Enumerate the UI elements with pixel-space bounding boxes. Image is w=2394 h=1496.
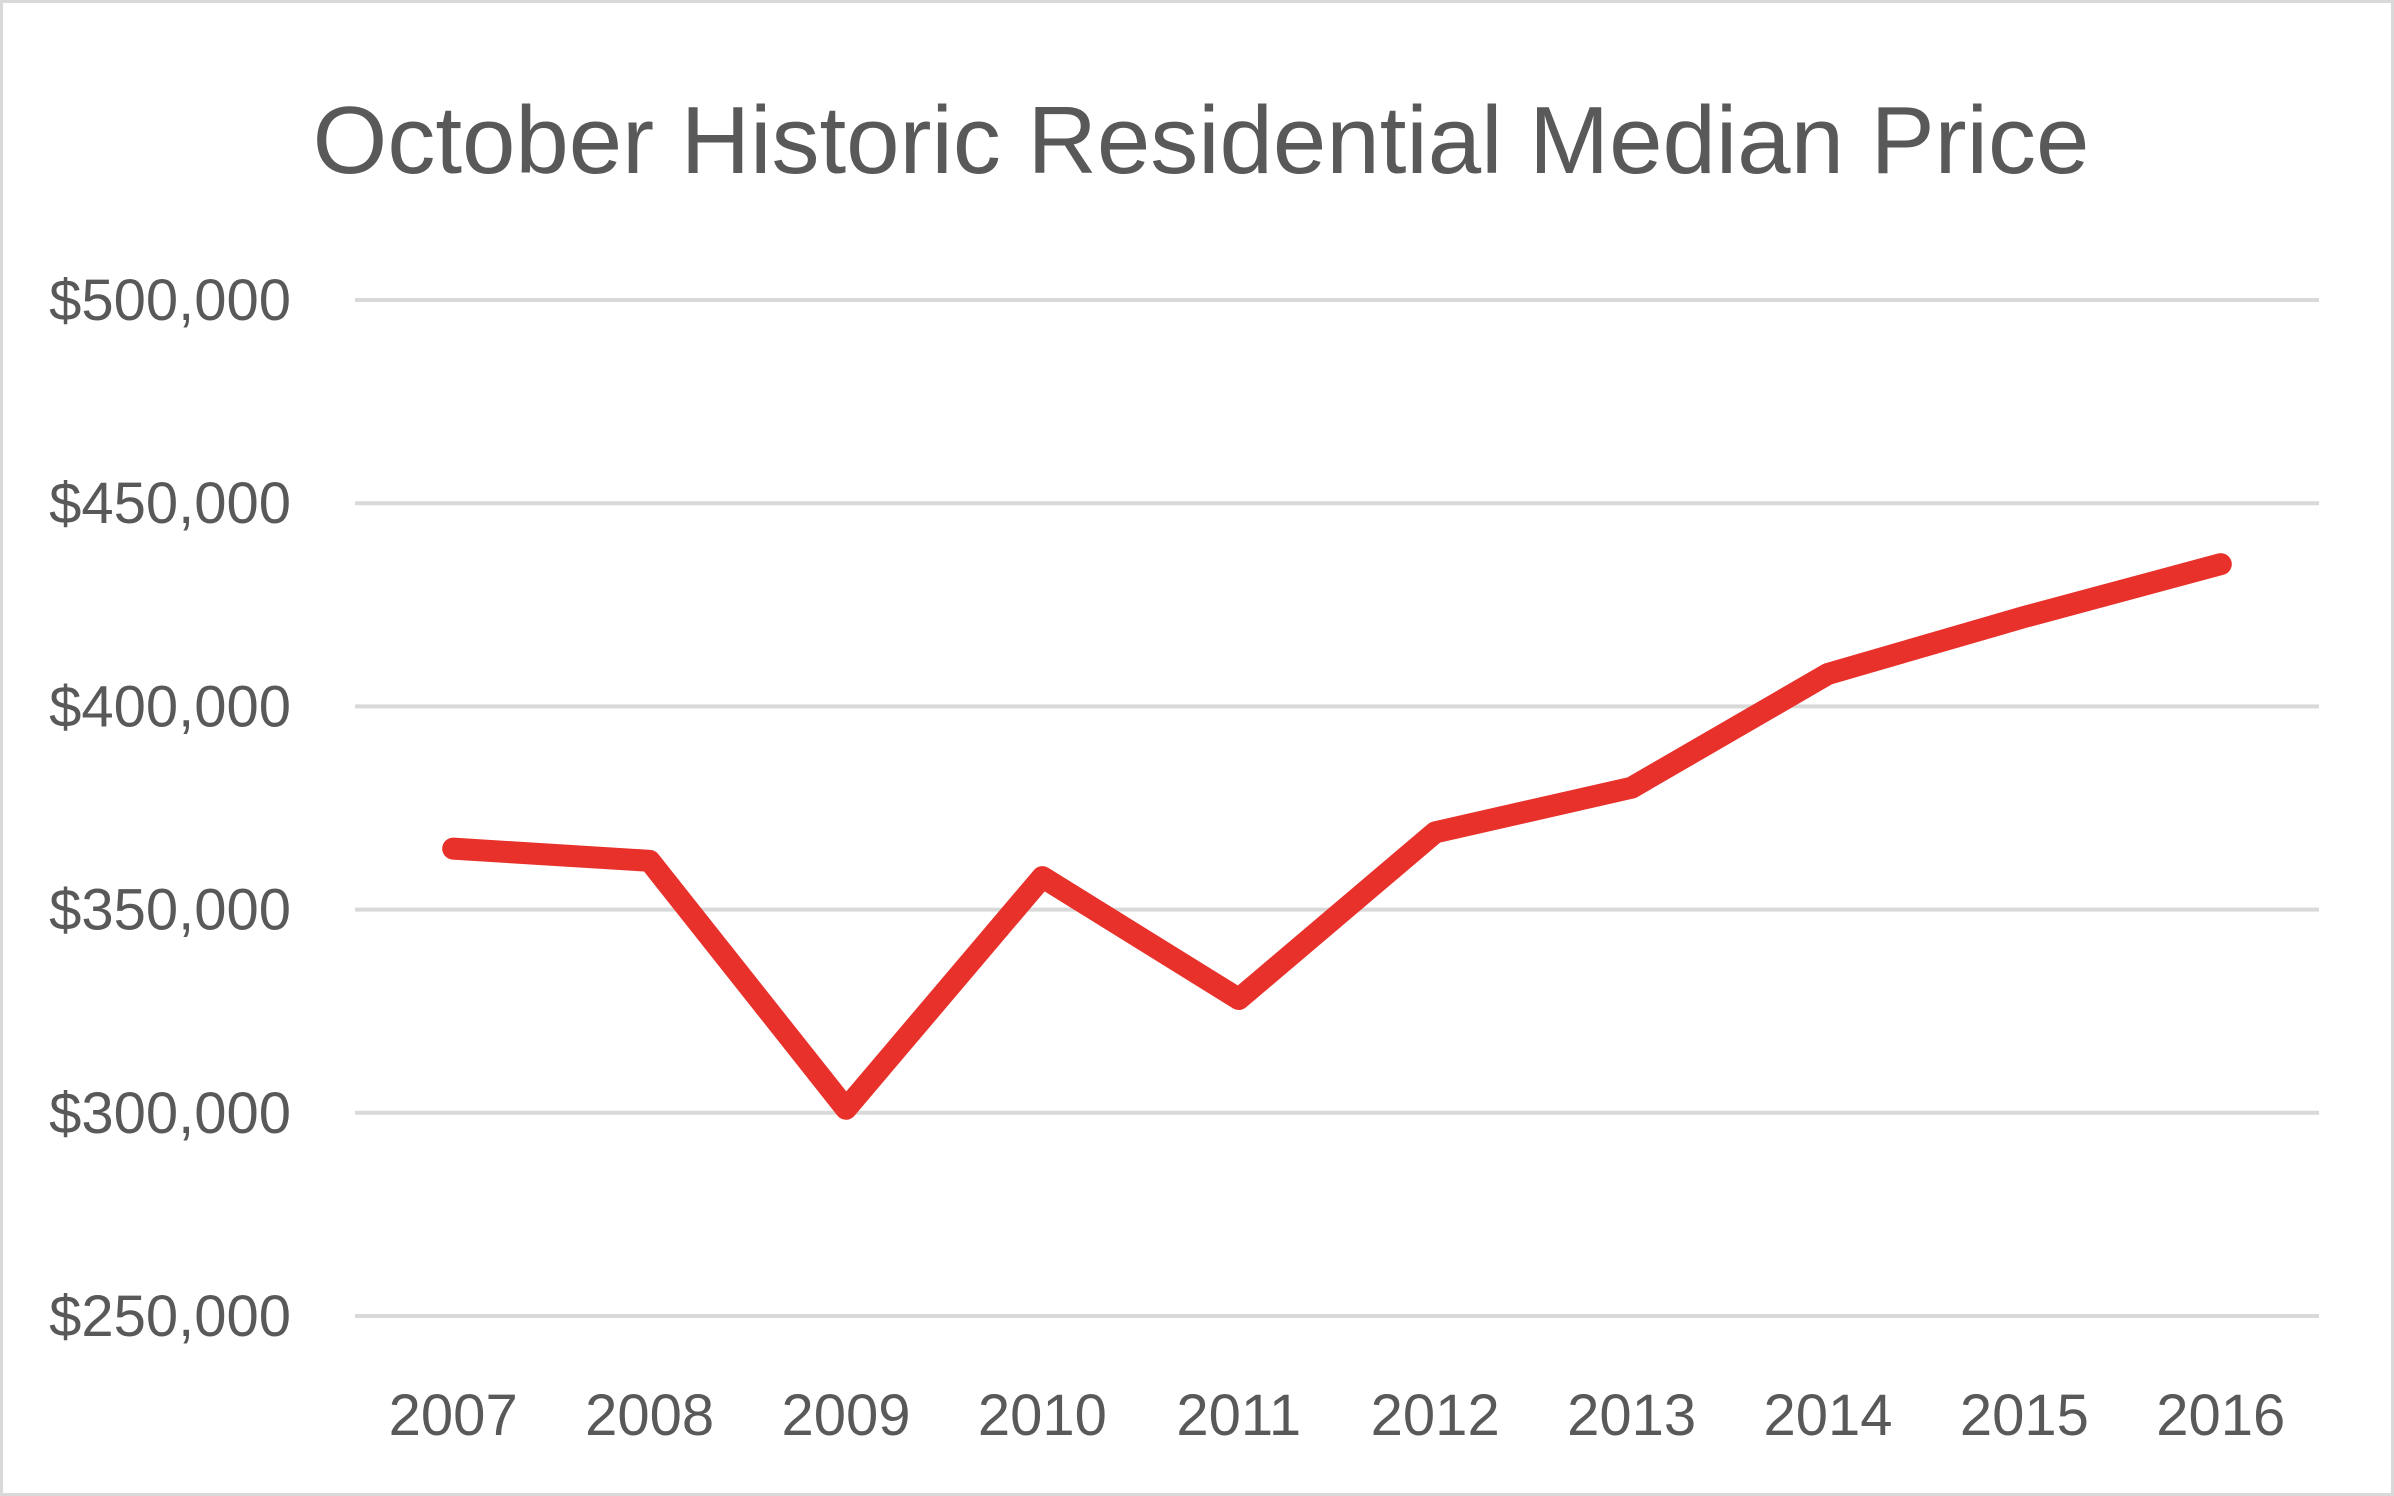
x-tick-label: 2013 <box>1567 1383 1696 1448</box>
chart-title: October Historic Residential Median Pric… <box>313 87 2090 194</box>
y-tick-label: $350,000 <box>49 878 291 943</box>
x-tick-label: 2012 <box>1371 1383 1500 1448</box>
series-layer <box>442 553 2232 1120</box>
y-axis-ticks: $250,000 $300,000 $350,000 $400,000 $450,000… <box>49 268 291 1349</box>
y-tick-label: $400,000 <box>49 674 291 739</box>
y-tick-label: $250,000 <box>49 1284 291 1349</box>
series-line <box>442 553 2232 1120</box>
x-tick-label: 2011 <box>1176 1383 1301 1448</box>
y-tick-label: $450,000 <box>49 471 291 536</box>
gridlines <box>355 298 2319 1318</box>
x-axis-ticks: 2007 2008 2009 2010 2011 2012 2013 2014 2015 2016 <box>389 1383 2286 1448</box>
x-tick-label: 2016 <box>2156 1383 2285 1448</box>
x-tick-label: 2008 <box>585 1383 714 1448</box>
y-tick-label: $500,000 <box>49 268 291 333</box>
x-tick-label: 2014 <box>1763 1383 1892 1448</box>
x-tick-label: 2015 <box>1960 1383 2089 1448</box>
x-tick-label: 2009 <box>781 1383 910 1448</box>
y-tick-label: $300,000 <box>49 1081 291 1146</box>
line-chart: October Historic Residential Median Pric… <box>49 87 2319 1448</box>
x-tick-label: 2007 <box>389 1383 518 1448</box>
x-tick-label: 2010 <box>978 1383 1107 1448</box>
